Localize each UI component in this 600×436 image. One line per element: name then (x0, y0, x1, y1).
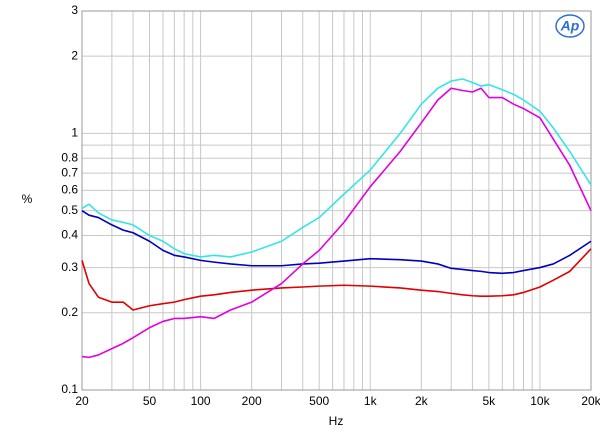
x-tick-label: 1k (364, 394, 378, 408)
y-tick-label: 0.8 (61, 150, 78, 164)
x-tick-label: 10k (530, 394, 550, 408)
logo: Ap (560, 18, 580, 34)
x-tick-label: 200 (242, 394, 262, 408)
y-tick-label: 0.5 (61, 203, 78, 217)
y-tick-label: 2 (71, 48, 78, 62)
x-tick-label: 500 (309, 394, 329, 408)
logo-ring (555, 14, 585, 38)
x-tick-label: 5k (483, 394, 497, 408)
y-tick-label: 0.4 (61, 228, 78, 242)
y-tick-label: 0.2 (61, 305, 78, 319)
x-tick-label: 100 (191, 394, 211, 408)
x-tick-label: 20k (581, 394, 600, 408)
y-axis-label: % (22, 192, 33, 206)
y-tick-label: 0.1 (61, 382, 78, 396)
series-line (81, 78, 592, 258)
y-tick-label: 0.7 (61, 165, 78, 179)
x-tick-label: 50 (143, 394, 157, 408)
x-axis-label: Hz (329, 414, 344, 428)
x-tick-label: 2k (415, 394, 429, 408)
series-line (81, 248, 592, 311)
y-tick-label: 0.3 (61, 260, 78, 274)
series-line (81, 209, 592, 275)
x-tick-label: 20 (75, 394, 89, 408)
y-tick-label: 1 (71, 126, 78, 140)
plot-frame (81, 10, 592, 391)
series-line (81, 87, 592, 359)
y-tick-label: 3 (71, 3, 78, 17)
y-tick-label: 0.6 (61, 183, 78, 197)
